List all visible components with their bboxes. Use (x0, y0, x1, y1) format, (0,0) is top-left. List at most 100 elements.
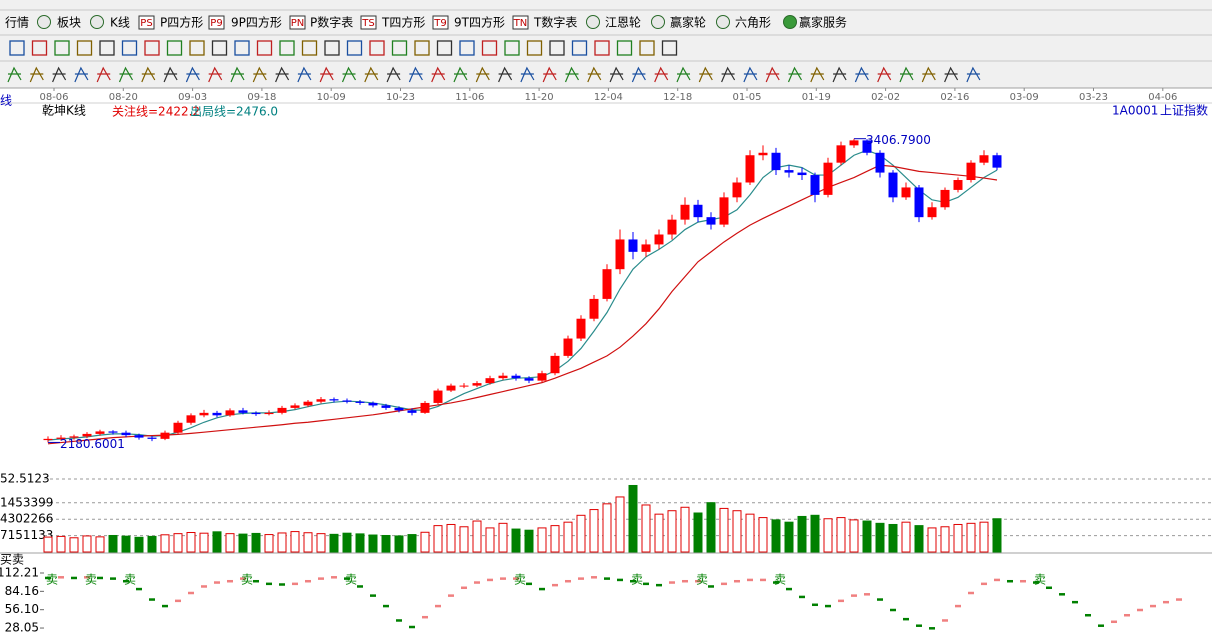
tool-icon[interactable] (721, 66, 736, 83)
tool-icon[interactable] (571, 40, 588, 56)
tool-icon[interactable] (52, 66, 67, 83)
tool-icon[interactable] (252, 66, 267, 83)
tool-icon[interactable] (832, 66, 847, 83)
tool-icon[interactable] (564, 66, 580, 83)
menu-item[interactable]: P数字表 (310, 15, 353, 30)
tool-icon[interactable] (141, 66, 156, 83)
tool-icon[interactable] (639, 40, 655, 56)
tool-icon[interactable] (211, 40, 228, 56)
tool-icon[interactable] (654, 66, 669, 83)
menu-item[interactable]: 板块 (57, 16, 81, 30)
tool-icon[interactable] (185, 66, 200, 83)
tool-icon[interactable] (121, 40, 138, 56)
tool-icon[interactable] (31, 40, 48, 56)
tool-icon[interactable] (319, 66, 334, 83)
candle-body (602, 269, 612, 299)
tool-icon[interactable] (810, 66, 825, 83)
tool-icon[interactable] (520, 66, 535, 83)
menu-icon-text: TN (513, 18, 528, 29)
signal-dot (604, 577, 610, 580)
tool-icon[interactable] (698, 66, 713, 83)
volume-bar (667, 510, 677, 553)
tool-icon[interactable] (549, 40, 565, 56)
tool-icon[interactable] (616, 40, 633, 56)
menu-item[interactable]: 行情 (5, 16, 29, 30)
menu-item[interactable]: 赢家轮 (670, 15, 706, 30)
tool-icon[interactable] (631, 66, 646, 83)
volume-bar (589, 509, 599, 553)
tool-icon[interactable] (118, 66, 134, 83)
tool-icon[interactable] (297, 66, 312, 83)
candle-body (225, 410, 235, 416)
tool-icon[interactable] (279, 40, 295, 56)
tool-icon[interactable] (208, 66, 223, 83)
candle-body (563, 338, 573, 356)
signal-dot (1124, 613, 1130, 617)
tool-icon[interactable] (364, 66, 379, 83)
tool-icon[interactable] (324, 40, 340, 56)
tool-icon[interactable] (386, 66, 401, 83)
tool-icon[interactable] (459, 40, 475, 56)
tool-icon[interactable] (899, 66, 914, 83)
tool-icon[interactable] (542, 66, 557, 83)
tool-icon[interactable] (676, 66, 691, 83)
menu-item[interactable]: T四方形 (381, 15, 425, 30)
tool-icon[interactable] (301, 40, 318, 56)
menu-item[interactable]: 江恩轮 (605, 16, 641, 30)
tool-icon[interactable] (275, 66, 290, 83)
tool-icon[interactable] (341, 66, 357, 83)
tool-icon[interactable] (54, 40, 70, 56)
tool-icon[interactable] (526, 40, 543, 56)
tool-icon[interactable] (609, 66, 624, 83)
tool-icon[interactable] (944, 66, 959, 83)
tool-icon[interactable] (346, 40, 363, 56)
tool-icon[interactable] (29, 66, 44, 83)
tool-icon[interactable] (453, 66, 468, 83)
tool-icon[interactable] (166, 40, 183, 56)
tool-icon[interactable] (921, 66, 936, 83)
tool-icon[interactable] (743, 66, 758, 83)
tool-icon[interactable] (966, 66, 981, 83)
tool-icon[interactable] (431, 66, 446, 83)
menu-item[interactable]: T数字表 (533, 15, 577, 30)
tool-icon[interactable] (661, 40, 678, 56)
menu-item[interactable]: K线 (110, 16, 130, 30)
tool-icon[interactable] (498, 66, 513, 83)
tool-icon[interactable] (481, 40, 498, 56)
tool-icon[interactable] (234, 40, 250, 56)
tool-icon[interactable] (765, 66, 780, 83)
tool-icon[interactable] (7, 66, 22, 83)
tool-icon[interactable] (144, 40, 160, 56)
tool-icon[interactable] (76, 40, 93, 56)
volume-bar (95, 536, 105, 553)
tool-icon[interactable] (163, 66, 178, 83)
tool-icon[interactable] (436, 40, 453, 56)
tool-icon[interactable] (587, 66, 602, 83)
tool-icon[interactable] (414, 40, 430, 56)
tool-icon[interactable] (408, 66, 423, 83)
menu-item[interactable]: 赢家服务 (799, 15, 847, 30)
tool-icon[interactable] (9, 40, 25, 56)
tool-icon[interactable] (99, 40, 115, 56)
tool-icon[interactable] (96, 66, 111, 83)
menu-item[interactable]: 9P四方形 (231, 15, 282, 30)
menu-item[interactable]: P四方形 (160, 15, 203, 30)
tool-icon[interactable] (369, 40, 385, 56)
tool-icon[interactable] (504, 40, 520, 56)
menu-item[interactable]: 六角形 (735, 16, 771, 30)
signal-dot (500, 577, 506, 580)
tool-icon[interactable] (475, 66, 490, 83)
tool-icon[interactable] (787, 66, 803, 83)
tool-icon[interactable] (256, 40, 273, 56)
tool-icon[interactable] (391, 40, 408, 56)
tool-icon[interactable] (594, 40, 610, 56)
volume-bar (771, 519, 781, 553)
tool-icon[interactable] (230, 66, 245, 83)
tool-icon[interactable] (74, 66, 89, 83)
menu-item[interactable]: 9T四方形 (454, 15, 505, 30)
tool-icon[interactable] (189, 40, 205, 56)
tool-icon[interactable] (877, 66, 892, 83)
candle-body (875, 152, 885, 173)
signal-dot (58, 576, 64, 579)
tool-icon[interactable] (854, 66, 869, 83)
